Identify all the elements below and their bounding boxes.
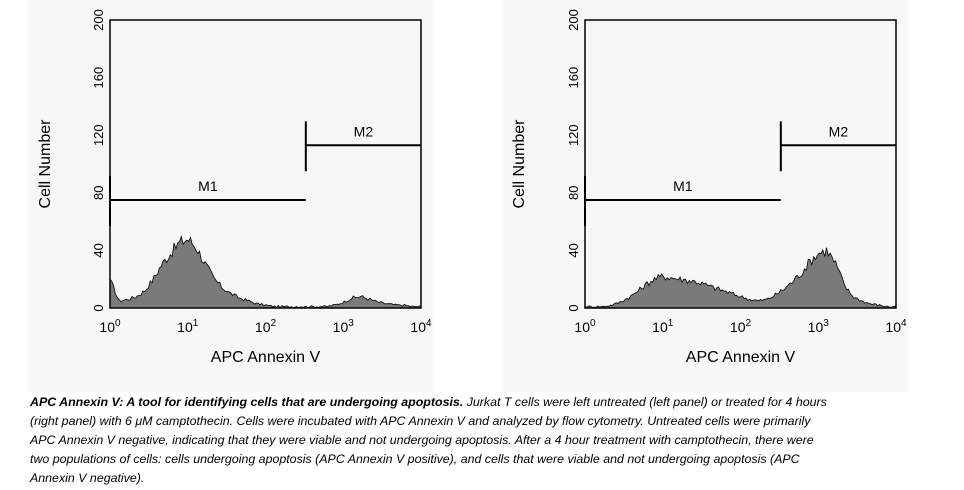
y-tick-label: 120 xyxy=(566,124,581,146)
histogram-area-2 xyxy=(584,247,897,309)
y-tick-label: 120 xyxy=(91,124,106,146)
right-panel-background xyxy=(503,0,908,392)
caption-text: Jurkat T cells were left untreated (left… xyxy=(30,395,827,485)
chart-2: M1 M2 0 40 80 120 160 200 100 101 102 103 104 APC Ann… xyxy=(511,9,907,366)
y-tick-label: 200 xyxy=(91,9,106,31)
y-axis-label: Cell Number xyxy=(511,119,528,209)
left-panel-background xyxy=(28,0,433,392)
figure-caption: APC Annexin V: A tool for identifying ce… xyxy=(30,393,830,488)
flow-cytometry-charts: M1 M2 0 40 80 120 160 200 100 101 102 103 104 APC Ann… xyxy=(37,9,907,366)
x-tick-label: 104 xyxy=(410,318,432,335)
x-tick-label: 101 xyxy=(652,318,674,335)
x-axis-label: APC Annexin V xyxy=(211,349,321,366)
x-tick-label: 100 xyxy=(574,318,596,335)
chart-1: M1 M2 0 40 80 120 160 200 100 101 102 103 104 APC Ann… xyxy=(37,9,432,366)
x-tick-label: 102 xyxy=(255,318,277,335)
x-tick-label: 104 xyxy=(885,318,907,335)
marker-m2-label: M2 xyxy=(829,123,849,139)
y-tick-label: 40 xyxy=(91,243,106,257)
y-tick-label: 80 xyxy=(566,186,581,200)
y-tick-label: 80 xyxy=(91,186,106,200)
x-tick-label: 103 xyxy=(808,318,830,335)
x-axis-label: APC Annexin V xyxy=(686,349,796,366)
y-axis-label: Cell Number xyxy=(37,119,54,209)
y-tick-label: 160 xyxy=(566,67,581,89)
marker-m1-label: M1 xyxy=(198,178,218,194)
y-tick-label: 0 xyxy=(91,304,106,311)
y-tick-label: 40 xyxy=(566,243,581,257)
x-tick-label: 103 xyxy=(333,318,355,335)
plot-frame xyxy=(584,19,897,309)
caption-title: APC Annexin V: A tool for identifying ce… xyxy=(30,395,464,409)
marker-m2-label: M2 xyxy=(354,123,374,139)
x-tick-label: 100 xyxy=(99,318,121,335)
y-tick-label: 200 xyxy=(566,9,581,31)
x-tick-label: 102 xyxy=(730,318,752,335)
x-tick-label: 101 xyxy=(177,318,199,335)
y-tick-label: 0 xyxy=(566,304,581,311)
y-tick-label: 160 xyxy=(91,67,106,89)
plot-frame xyxy=(109,19,422,309)
marker-m1-label: M1 xyxy=(673,178,693,194)
histogram-area-1 xyxy=(109,235,422,309)
